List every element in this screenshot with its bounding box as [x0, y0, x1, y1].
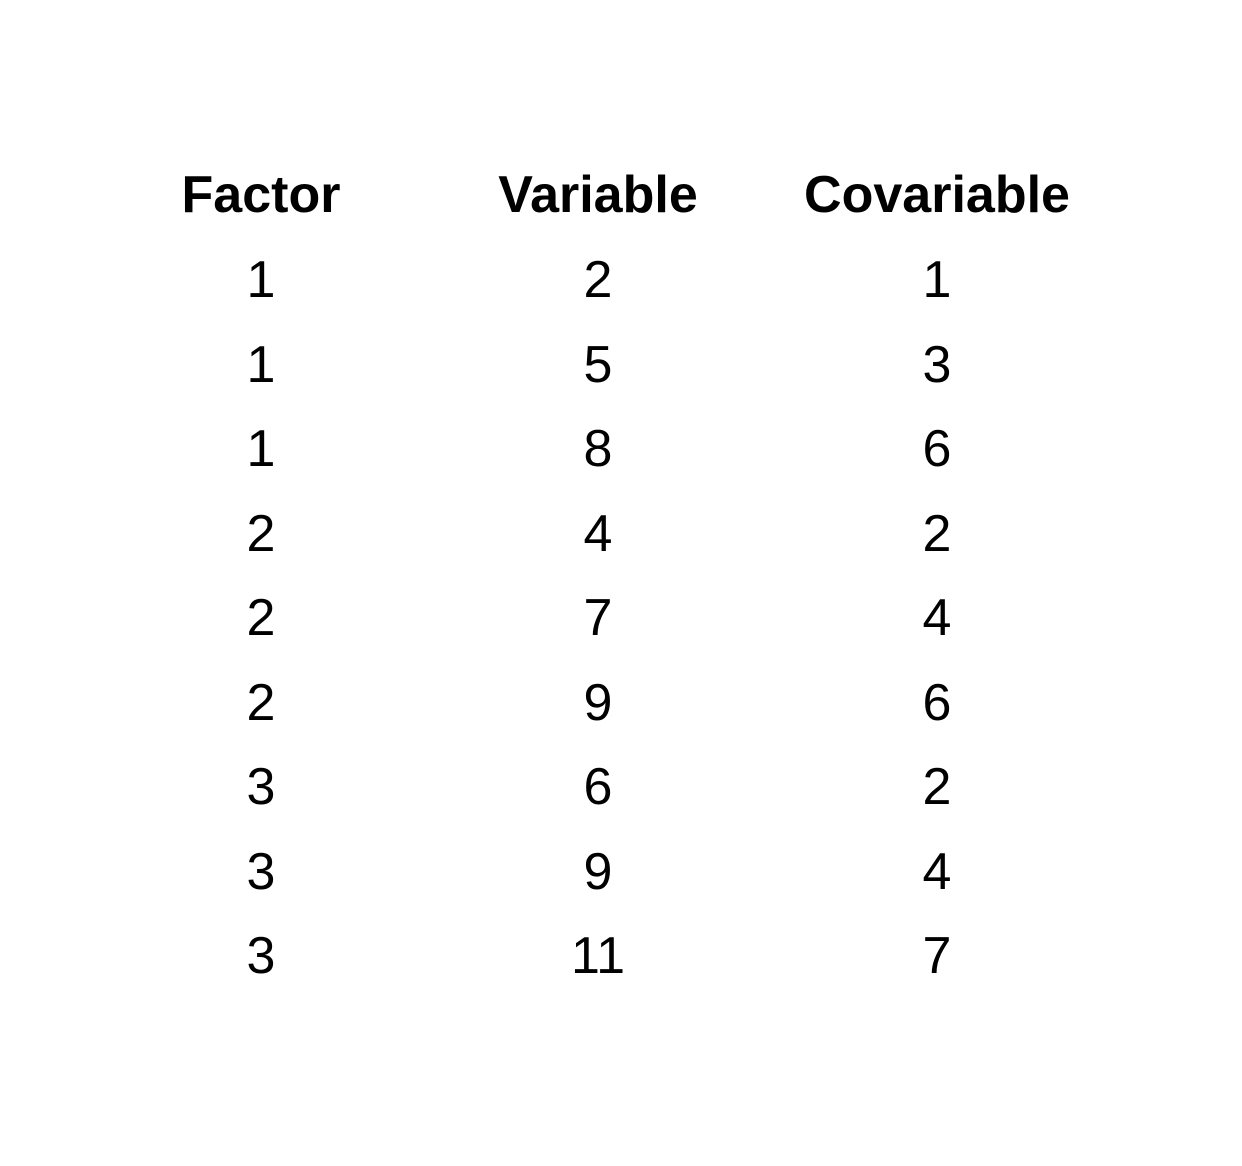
- cell-factor: 1: [246, 335, 276, 394]
- cell-variable: 9: [583, 673, 613, 732]
- cell-variable: 4: [583, 504, 613, 563]
- cell-variable: 7: [583, 589, 613, 647]
- cell-variable: 8: [583, 420, 613, 478]
- cell-variable: 11: [571, 927, 625, 985]
- cell-factor: 3: [246, 927, 276, 985]
- cell-covariable: 3: [922, 335, 952, 394]
- cell-factor: 1: [246, 420, 276, 478]
- cell-factor: 3: [246, 758, 276, 816]
- cell-covariable: 2: [922, 504, 952, 563]
- cell-covariable: 4: [922, 842, 952, 901]
- cell-covariable: 4: [922, 589, 952, 647]
- cell-factor: 2: [246, 589, 276, 647]
- cell-variable: 6: [583, 758, 613, 816]
- header-factor: Factor: [181, 166, 341, 224]
- cell-factor: 2: [246, 504, 276, 563]
- cell-covariable: 1: [922, 251, 952, 309]
- cell-factor: 2: [246, 673, 276, 732]
- cell-variable: 2: [583, 251, 613, 309]
- cell-covariable: 6: [922, 673, 952, 732]
- cell-covariable: 6: [922, 420, 952, 478]
- cell-variable: 5: [583, 335, 613, 394]
- header-covariable: Covariable: [804, 166, 1070, 224]
- cell-covariable: 2: [922, 758, 952, 816]
- cell-variable: 9: [583, 842, 613, 901]
- cell-factor: 1: [246, 251, 276, 309]
- cell-factor: 3: [246, 842, 276, 901]
- header-variable: Variable: [498, 166, 698, 224]
- cell-covariable: 7: [922, 927, 952, 985]
